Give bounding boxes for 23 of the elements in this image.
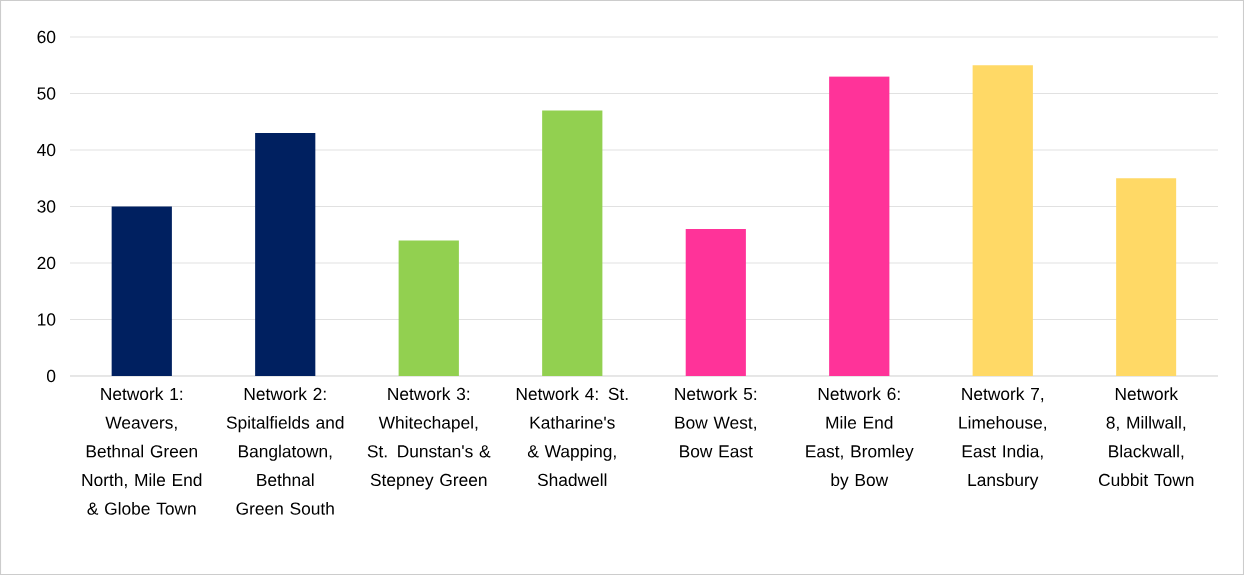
y-tick-label: 10 <box>38 313 56 326</box>
y-tick-label: 60 <box>37 30 56 44</box>
x-tick-label: Network 8, Millwall, Blackwall, Cubbit Town <box>1098 387 1194 487</box>
bar <box>255 133 316 376</box>
x-tick-label: Network 7, Limehouse, East India, Lansbury <box>959 387 1046 490</box>
bar <box>972 65 1033 376</box>
x-tick-label: Network 2: Spitalfields and Banglatown, Bethnal Green South <box>226 387 344 515</box>
x-tick-label: Network 3: Whitechapel, St. Dunstan's & Stepney Green <box>367 387 491 490</box>
bar <box>398 240 459 376</box>
bar <box>685 229 746 376</box>
y-tick-label: 40 <box>37 143 56 157</box>
y-tick-label: 50 <box>37 87 56 100</box>
bar <box>111 206 172 376</box>
bar <box>829 76 890 376</box>
x-tick-label: Network 5: Bow West, Bow East <box>675 387 757 458</box>
bar <box>542 110 603 376</box>
y-tick-label: 30 <box>37 200 56 213</box>
bar <box>1116 178 1177 376</box>
x-tick-label: Network 6: Mile End East, Bromley by Bow <box>806 387 914 490</box>
x-tick-label: Network 4: St. Katharine's & Wapping, Shadwell <box>516 387 628 487</box>
y-tick-label: 0 <box>46 369 56 383</box>
y-tick-label: 20 <box>37 256 56 270</box>
x-tick-label: Network 1: Weavers, Bethnal Green North, Mile End & Globe Town <box>82 387 202 515</box>
